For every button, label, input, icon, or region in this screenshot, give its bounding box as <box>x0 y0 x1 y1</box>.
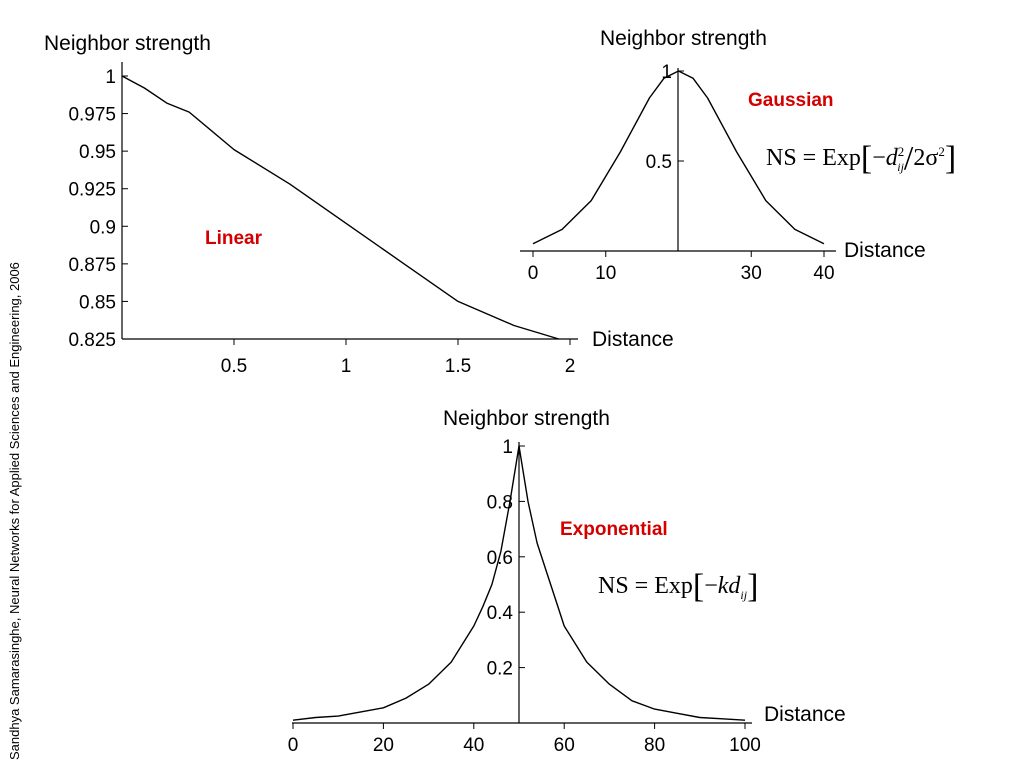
y-tick-label: 0.95 <box>79 142 116 163</box>
series-line <box>121 75 560 340</box>
y-tick-label: 1 <box>661 62 672 83</box>
y-tick-label: 0.825 <box>68 330 116 351</box>
y-tick-label: 1 <box>502 437 513 458</box>
x-axis-title: Distance <box>764 703 846 726</box>
exponential-formula: NS = Exp[−kdij] <box>598 568 759 605</box>
x-tick-label: 40 <box>813 263 834 284</box>
formula-variable: d <box>728 573 741 599</box>
x-tick-label: 30 <box>741 263 762 284</box>
x-tick-label: 10 <box>595 263 616 284</box>
y-tick-label: 0.85 <box>79 292 116 313</box>
source-citation: Sandhya Samarasinghe, Neural Networks fo… <box>7 262 22 760</box>
x-axis-title: Distance <box>592 328 674 351</box>
y-tick-label: 0.5 <box>646 152 672 173</box>
y-tick-label: 0.925 <box>68 180 116 201</box>
y-axis-title: Neighbor strength <box>600 27 767 50</box>
x-tick-label: 0 <box>288 735 299 756</box>
y-tick-label: 0.4 <box>487 603 514 624</box>
series-line <box>532 70 825 245</box>
x-axis-title: Distance <box>844 239 926 262</box>
gaussian-formula: NS = Exp[−d2ij/2σ2] <box>766 140 957 177</box>
y-axis-title: Neighbor strength <box>44 32 211 55</box>
y-tick-label: 0.9 <box>90 217 116 238</box>
x-tick-label: 40 <box>463 735 484 756</box>
series-line <box>292 445 746 721</box>
y-axis-title: Neighbor strength <box>443 407 610 430</box>
gaussian-chart: 0 10 30 40 0.5 1 Neighbor strength Distance <box>520 27 926 284</box>
y-tick-label: 0.975 <box>68 105 116 126</box>
x-tick-label: 2 <box>565 356 576 377</box>
formula-variable: d <box>885 145 898 171</box>
formula-denominator: 2σ <box>913 145 939 171</box>
y-tick-label: 0.8 <box>487 492 513 513</box>
x-tick-label: 80 <box>644 735 665 756</box>
linear-label: Linear <box>205 228 263 249</box>
formula-constant: k <box>717 573 729 599</box>
x-tick-label: 1.5 <box>445 356 471 377</box>
formula-exponent: 2 <box>897 144 905 159</box>
x-tick-label: 0 <box>528 263 539 284</box>
formula-subscript: ij <box>740 587 748 602</box>
exponential-chart: 0 20 40 60 80 100 0.2 0.4 0.6 0.8 1 Neighbor streng… <box>288 407 846 756</box>
x-tick-label: 100 <box>729 735 761 756</box>
formula-minus: − <box>704 573 718 599</box>
exponential-label: Exponential <box>560 519 668 540</box>
y-tick-label: 1 <box>105 67 116 88</box>
x-tick-label: 20 <box>373 735 394 756</box>
formula-minus: − <box>872 145 886 171</box>
y-tick-label: 0.6 <box>487 548 513 569</box>
formula-lhs: NS = Exp <box>598 573 693 599</box>
gaussian-label: Gaussian <box>748 90 834 111</box>
y-tick-label: 0.2 <box>487 659 513 680</box>
formula-slash: / <box>903 140 914 177</box>
formula-subscript: ij <box>897 159 904 174</box>
formula-denominator-exponent: 2 <box>938 144 945 159</box>
linear-chart: 0.5 1 1.5 2 1 0.975 0.95 0.925 0.9 0.875 0.85 0.825… <box>44 32 674 377</box>
x-tick-label: 60 <box>554 735 575 756</box>
formula-lhs: NS = Exp <box>766 145 861 171</box>
y-tick-label: 0.875 <box>68 255 116 276</box>
x-tick-label: 1 <box>341 356 352 377</box>
x-tick-label: 0.5 <box>221 356 247 377</box>
